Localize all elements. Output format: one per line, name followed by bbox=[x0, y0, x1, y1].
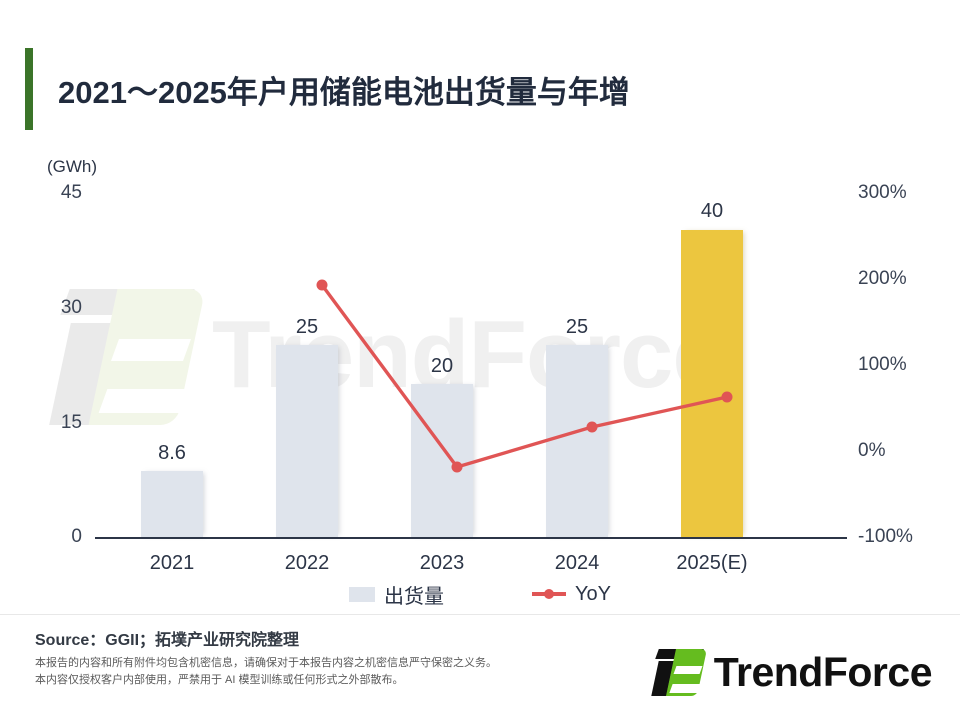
footer-divider bbox=[0, 614, 960, 615]
x-axis-tick-2022: 2022 bbox=[284, 552, 330, 574]
chart-legend: 出货量 YoY bbox=[0, 580, 960, 608]
yoy-point-2022 bbox=[316, 279, 328, 291]
page-title: 2021～2025年户用储能电池出货量与年增 bbox=[58, 74, 630, 110]
x-axis-tick-2025: 2025(E) bbox=[676, 552, 748, 574]
bar-2025 bbox=[681, 230, 743, 537]
source-text: Source：GGII；拓墣产业研究院整理 bbox=[35, 632, 300, 649]
trendforce-brand: TrendForce bbox=[650, 648, 933, 696]
y-axis-tick-right-300: 300% bbox=[858, 182, 907, 203]
yoy-point-2024 bbox=[586, 421, 598, 433]
yoy-point-2023 bbox=[451, 461, 463, 473]
disclaimer-text: 本报告的内容和所有附件均包含机密信息，请确保对于本报告内容之机密信息严守保密之义… bbox=[35, 655, 497, 689]
legend-label-shipment: 出货量 bbox=[384, 585, 445, 608]
yoy-point-2025 bbox=[721, 391, 733, 403]
legend-label-yoy: YoY bbox=[575, 582, 611, 605]
y-axis-tick-left-0: 0 bbox=[71, 526, 82, 547]
brand-name: TrendForce bbox=[713, 648, 933, 695]
y-axis-unit-label: (GWh) bbox=[47, 157, 98, 176]
bar-2021 bbox=[141, 471, 203, 537]
bar-2022 bbox=[276, 345, 338, 537]
bar-value-2024: 25 bbox=[565, 316, 589, 338]
legend-line-marker-icon bbox=[532, 586, 567, 602]
disclaimer-line-1: 本报告的内容和所有附件均包含机密信息，请确保对于本报告内容之机密信息严守保密之义… bbox=[35, 657, 497, 669]
title-row: 2021～2025年户用储能电池出货量与年增 bbox=[25, 48, 885, 130]
bar-2024 bbox=[546, 345, 608, 537]
y-axis-tick-right-neg100: -100% bbox=[858, 526, 913, 547]
title-accent-bar bbox=[25, 48, 33, 130]
bar-value-2021: 8.6 bbox=[158, 442, 186, 464]
legend-item-yoy[interactable]: YoY bbox=[532, 583, 611, 606]
y-axis-tick-right-100: 100% bbox=[858, 354, 907, 375]
x-axis-line bbox=[95, 537, 847, 539]
legend-item-shipment[interactable]: 出货量 bbox=[349, 580, 444, 609]
bar-value-2023: 20 bbox=[430, 355, 454, 377]
x-axis-tick-2024: 2024 bbox=[554, 552, 600, 574]
y-axis-tick-left-45: 45 bbox=[60, 182, 82, 203]
y-axis-tick-right-0: 0% bbox=[858, 440, 886, 461]
bar-2023 bbox=[411, 384, 473, 537]
x-axis-tick-2021: 2021 bbox=[149, 552, 195, 574]
x-axis-tick-2023: 2023 bbox=[419, 552, 465, 574]
bar-value-2022: 25 bbox=[295, 316, 319, 338]
y-axis-tick-right-200: 200% bbox=[858, 268, 907, 289]
bar-value-2025: 40 bbox=[700, 200, 724, 222]
legend-swatch-icon bbox=[349, 586, 376, 602]
disclaimer-line-2: 本内容仅授权客户内部使用，严禁用于 AI 模型训练或任何形式之外部散布。 bbox=[35, 674, 404, 687]
